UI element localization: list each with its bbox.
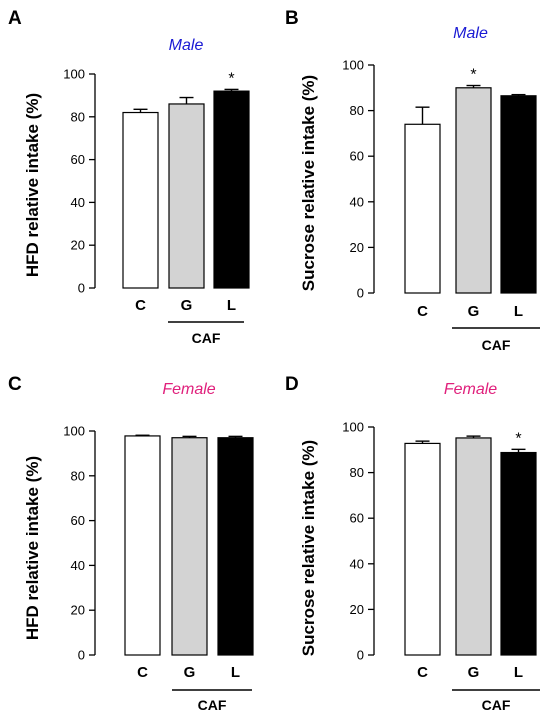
y-tick-label: 20: [350, 602, 364, 617]
significance-marker: *: [470, 67, 476, 84]
y-axis-label: Sucrose relative intake (%): [299, 440, 318, 656]
x-tick-label: C: [417, 303, 428, 320]
bar-l: [500, 95, 537, 294]
bar-l: [213, 90, 250, 289]
x-tick-label: L: [514, 303, 523, 320]
bar-g: [455, 87, 492, 294]
panel-d: D Female Sucrose relative intake (%) 0 20 40 6…: [285, 374, 540, 713]
panel-letter: D: [285, 374, 299, 395]
group-label: CAF: [198, 697, 227, 713]
bar-c: [124, 435, 161, 656]
x-tick-label: C: [135, 297, 146, 314]
y-tick-label: 0: [357, 648, 364, 663]
y-tick-label: 60: [350, 511, 364, 526]
y-tick-label: 60: [350, 149, 364, 164]
y-tick-label: 80: [71, 468, 85, 483]
y-tick-label: 60: [71, 152, 85, 167]
y-tick-label: 80: [71, 109, 85, 124]
y-tick-label: 60: [71, 513, 85, 528]
bar-c: [122, 111, 159, 289]
x-tick-label: L: [514, 664, 523, 681]
significance-marker: *: [228, 70, 234, 87]
bar-g: [171, 437, 208, 656]
panel-subtitle: Female: [444, 381, 497, 398]
y-axis-label: Sucrose relative intake (%): [299, 75, 318, 291]
y-tick-label: 100: [342, 58, 364, 73]
panel-subtitle: Female: [162, 381, 215, 398]
x-tick-label: G: [468, 664, 480, 681]
y-tick-label: 40: [350, 556, 364, 571]
y-tick-label: 80: [350, 465, 364, 480]
significance-marker: *: [515, 430, 521, 447]
panel-b: B Male Sucrose relative intake (%) 0 20 40 60 8…: [285, 8, 540, 353]
panel-letter: B: [285, 8, 299, 29]
bar-l: [217, 437, 254, 656]
y-tick-label: 20: [71, 238, 85, 253]
y-tick-label: 0: [357, 286, 364, 301]
group-label: CAF: [482, 697, 511, 713]
y-tick-label: 100: [342, 420, 364, 435]
y-tick-label: 80: [350, 103, 364, 118]
bar-c: [404, 123, 441, 294]
x-tick-label: L: [231, 664, 240, 681]
y-tick-label: 20: [71, 603, 85, 618]
panel-a: A Male HFD relative intake (%) 0 20 40 60 80 100…: [8, 8, 250, 346]
x-tick-label: C: [137, 664, 148, 681]
panel-subtitle: Male: [169, 37, 204, 54]
panel-c: C Female HFD relative intake (%) 0 20 40 60 80 1…: [8, 374, 254, 713]
y-tick-label: 20: [350, 240, 364, 255]
y-tick-label: 40: [71, 195, 85, 210]
y-axis-label: HFD relative intake (%): [23, 456, 42, 640]
x-tick-label: L: [227, 297, 236, 314]
panel-letter: C: [8, 374, 22, 395]
x-tick-label: G: [184, 664, 196, 681]
group-label: CAF: [192, 330, 221, 346]
group-label: CAF: [482, 337, 511, 353]
bar-g: [455, 437, 492, 656]
y-tick-label: 40: [350, 194, 364, 209]
panel-subtitle: Male: [453, 25, 488, 42]
y-tick-label: 0: [78, 281, 85, 296]
bar-c: [404, 442, 441, 656]
y-axis-label: HFD relative intake (%): [23, 93, 42, 277]
y-tick-label: 100: [63, 67, 85, 82]
panel-letter: A: [8, 8, 22, 29]
y-tick-label: 0: [78, 648, 85, 663]
x-tick-label: C: [417, 664, 428, 681]
bar-g: [168, 103, 205, 289]
y-tick-label: 100: [63, 424, 85, 439]
y-tick-label: 40: [71, 558, 85, 573]
x-tick-label: G: [181, 297, 193, 314]
bar-l: [500, 451, 537, 656]
x-tick-label: G: [468, 303, 480, 320]
